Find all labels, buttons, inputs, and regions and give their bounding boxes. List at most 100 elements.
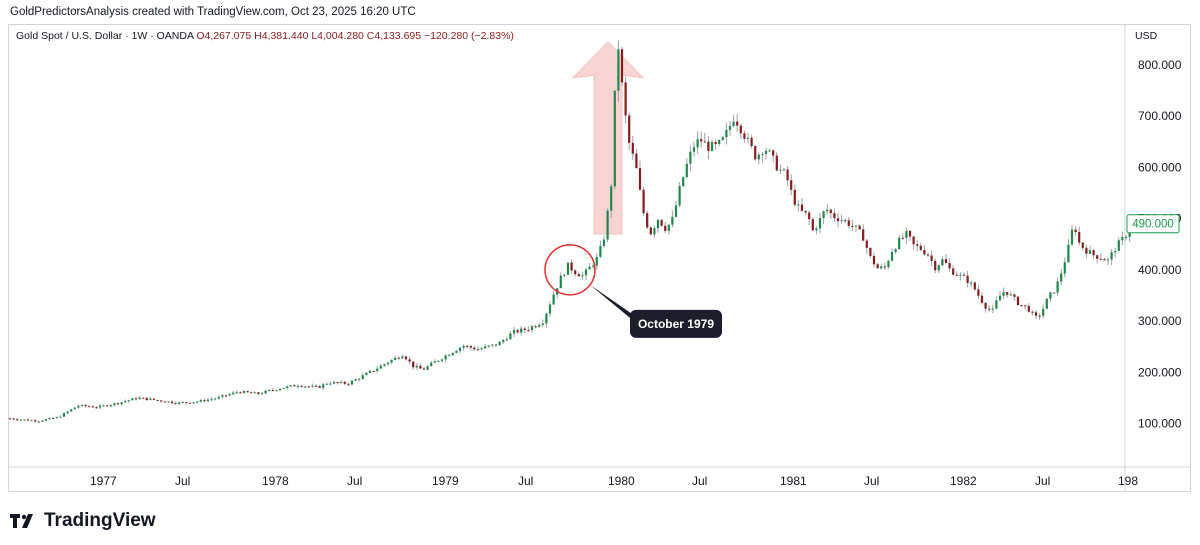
candle-body [52,417,55,419]
candle-body [494,344,498,346]
candle-body [476,349,480,351]
time-tick-label: 1980 [608,474,635,488]
candle-body [358,378,361,380]
callout-box [630,309,722,338]
candle-body [1088,250,1092,254]
candle-body [383,364,386,366]
candle-body [941,259,944,266]
candle-body [671,216,674,225]
candle-body [8,418,12,420]
candle-body [84,404,87,407]
candle-body [480,348,483,350]
time-axis[interactable]: 1977 Jul 1978 Jul 1979 Jul 1980 Jul 1981 Jul 1982 J… [90,474,1138,488]
candle-body [998,295,1002,301]
candle-body [973,282,976,290]
candle-body [160,400,163,402]
candle-body [620,49,624,83]
candle-body [527,329,530,331]
time-tick-label: Jul [347,474,362,488]
candle-body [509,333,512,340]
candle-body [638,168,642,190]
candle-body [113,403,116,406]
candle-body [23,419,26,421]
candle-body [984,302,987,309]
candle-body [224,395,228,397]
candle-body [646,213,649,228]
candles [8,39,1131,423]
candle-body [253,392,256,394]
candle-body [268,390,271,392]
candle-body [1024,305,1027,307]
candle-body [970,282,973,284]
candle-body [1038,315,1041,317]
candle-body [275,390,278,392]
candle-body [109,405,112,407]
candle-body [552,294,555,305]
candle-body [559,275,562,289]
candle-body [808,212,811,220]
candle-body [1121,237,1124,241]
symbol-title: Gold Spot / U.S. Dollar · 1W · OANDA [16,30,194,42]
candle-body [577,274,580,277]
price-tag-box [1126,214,1180,234]
candle-body [178,402,181,404]
candle-body [1114,250,1117,253]
candle-body [703,141,706,143]
candle-body [602,239,606,246]
candle-body [408,359,411,362]
candle-body [894,249,897,253]
candle-body [862,229,865,241]
candle-body [797,204,800,206]
candle-body [746,137,750,139]
candle-body [422,368,426,370]
price-axis[interactable]: 100.000200.000300.000400.000500.000600.0… [1138,58,1182,430]
candle-body [354,379,357,381]
candle-body [401,356,404,359]
chart-caption: GoldPredictorsAnalysis created with Trad… [10,6,416,18]
candle-body [908,230,912,237]
candle-body [19,419,22,421]
candle-body [584,269,588,276]
candle-body [977,289,980,296]
candle-body [530,326,534,331]
candle-body [944,259,948,264]
candle-body [30,420,33,422]
candle-body [1128,230,1131,237]
candle-body [206,399,210,402]
candle-body [430,362,433,367]
candle-body [764,150,768,154]
candle-body [948,263,951,269]
candle-body [966,275,969,284]
candle-body [343,381,346,384]
candle-body [959,274,962,276]
candle-body [653,228,656,235]
time-tick-label: 198 [1118,474,1138,488]
candle-body [469,345,472,348]
candle-body [991,308,994,310]
candle-body [714,142,717,145]
candle-body [1013,294,1016,297]
time-tick-label: Jul [518,474,533,488]
candle-body [599,245,602,257]
tradingview-watermark[interactable]: TradingView [10,510,156,532]
candle-body [116,403,120,405]
candle-body [235,392,238,394]
candle-body [127,400,130,402]
chart-plot[interactable]: USD 100.000200.000300.000400.000500.0006… [8,24,1191,492]
candle-body [77,405,80,408]
candle-body [347,383,350,385]
candle-body [487,345,490,347]
candle-body [829,209,832,214]
candle-body [404,356,408,360]
candle-body [98,405,102,408]
candle-body [721,137,724,140]
time-tick-label: 1982 [950,474,977,488]
symbol-legend[interactable]: Gold Spot / U.S. Dollar · 1W · OANDA O4,… [16,30,514,42]
candle-body [952,268,955,275]
candle-body [865,240,868,248]
price-tick-label: 300.000 [1138,314,1182,328]
candle-body [174,403,177,405]
candle-body [228,394,231,396]
price-tick-label: 600.000 [1138,160,1182,174]
candle-body [880,266,883,269]
